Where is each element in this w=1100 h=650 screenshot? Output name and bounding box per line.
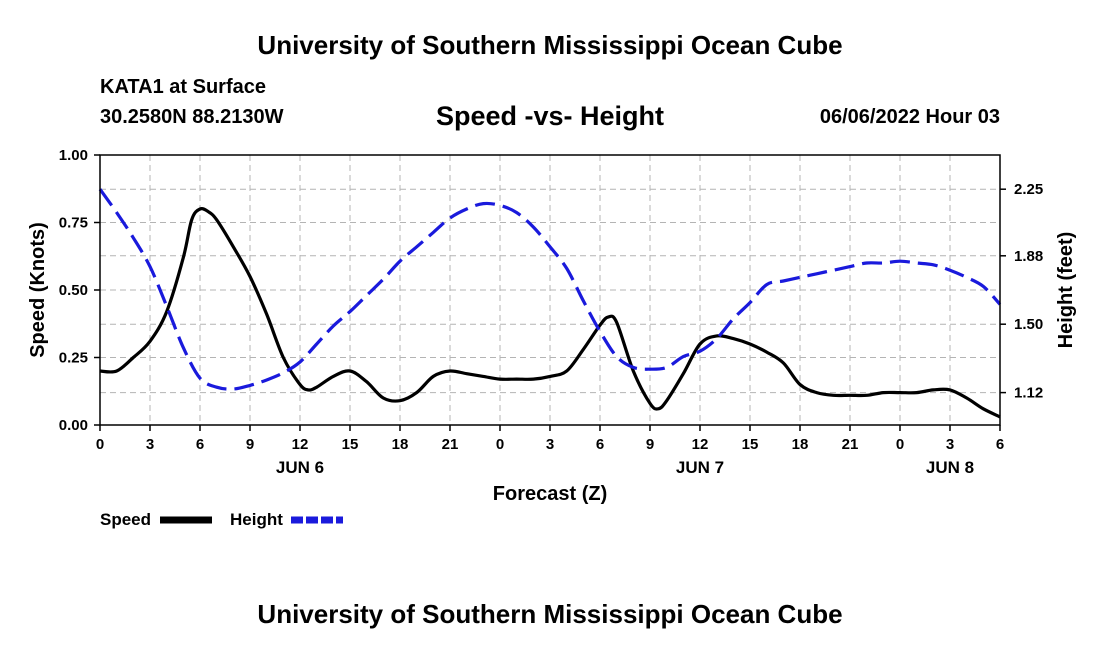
tick-layer: 0 3 6 9 12 15 18 21 0 3 6 9 12 15 18 21 0 3 6 0.00 0.25 0.50 0…: [59, 147, 1043, 477]
y-tick-label: 0.25: [59, 350, 88, 367]
y-tick-label: 0.00: [59, 417, 88, 434]
legend-speed-label: Speed: [100, 510, 151, 529]
y-axis-label: Speed (Knots): [27, 222, 49, 358]
x-tick-label: 18: [792, 436, 809, 453]
page-title: University of Southern Mississippi Ocean…: [257, 30, 843, 60]
forecast-datetime: 06/06/2022 Hour 03: [819, 106, 1000, 128]
x-tick-label: 9: [646, 436, 654, 453]
y2-tick-label: 1.50: [1014, 316, 1043, 333]
y2-tick-label: 2.25: [1014, 181, 1043, 198]
x-tick-label: 0: [496, 436, 504, 453]
station-coordinates: 30.2580N 88.2130W: [100, 106, 284, 128]
label-layer: Forecast (Z) Speed (Knots) Height (feet): [27, 222, 1077, 505]
x-tick-label: 21: [442, 436, 459, 453]
x-tick-label: 0: [896, 436, 904, 453]
x-tick-label: 6: [196, 436, 204, 453]
y2-tick-label: 1.88: [1014, 248, 1043, 265]
x-tick-label: 15: [742, 436, 759, 453]
series-line-speed: [99, 207, 1001, 419]
y2-tick-label: 1.12: [1014, 385, 1043, 402]
series-layer: [98, 188, 1002, 419]
day-label: JUN 6: [276, 458, 324, 477]
y-tick-label: 0.50: [59, 282, 88, 299]
day-label: JUN 8: [926, 458, 974, 477]
x-tick-label: 3: [146, 436, 154, 453]
x-tick-label: 6: [596, 436, 604, 453]
x-tick-label: 12: [292, 436, 309, 453]
y-tick-label: 1.00: [59, 147, 88, 164]
x-axis-label: Forecast (Z): [493, 483, 607, 505]
x-tick-label: 9: [246, 436, 254, 453]
x-tick-label: 3: [946, 436, 954, 453]
x-tick-label: 0: [96, 436, 104, 453]
chart-title: Speed -vs- Height: [435, 101, 665, 131]
x-tick-label: 21: [842, 436, 859, 453]
x-tick-label: 12: [692, 436, 709, 453]
x-tick-label: 18: [392, 436, 409, 453]
legend-height-label: Height: [230, 510, 283, 529]
y-tick-label: 0.75: [59, 215, 88, 232]
grid: [100, 155, 1000, 425]
station-label: KATA1 at Surface: [100, 76, 266, 98]
x-tick-label: 6: [996, 436, 1004, 453]
x-tick-label: 3: [546, 436, 554, 453]
footer-title: University of Southern Mississippi Ocean…: [257, 599, 843, 629]
day-label: JUN 7: [676, 458, 724, 477]
series-line-height: [98, 188, 1002, 391]
x-tick-label: 15: [342, 436, 359, 453]
legend: Speed Height: [100, 510, 343, 529]
y2-axis-label: Height (feet): [1055, 232, 1077, 349]
